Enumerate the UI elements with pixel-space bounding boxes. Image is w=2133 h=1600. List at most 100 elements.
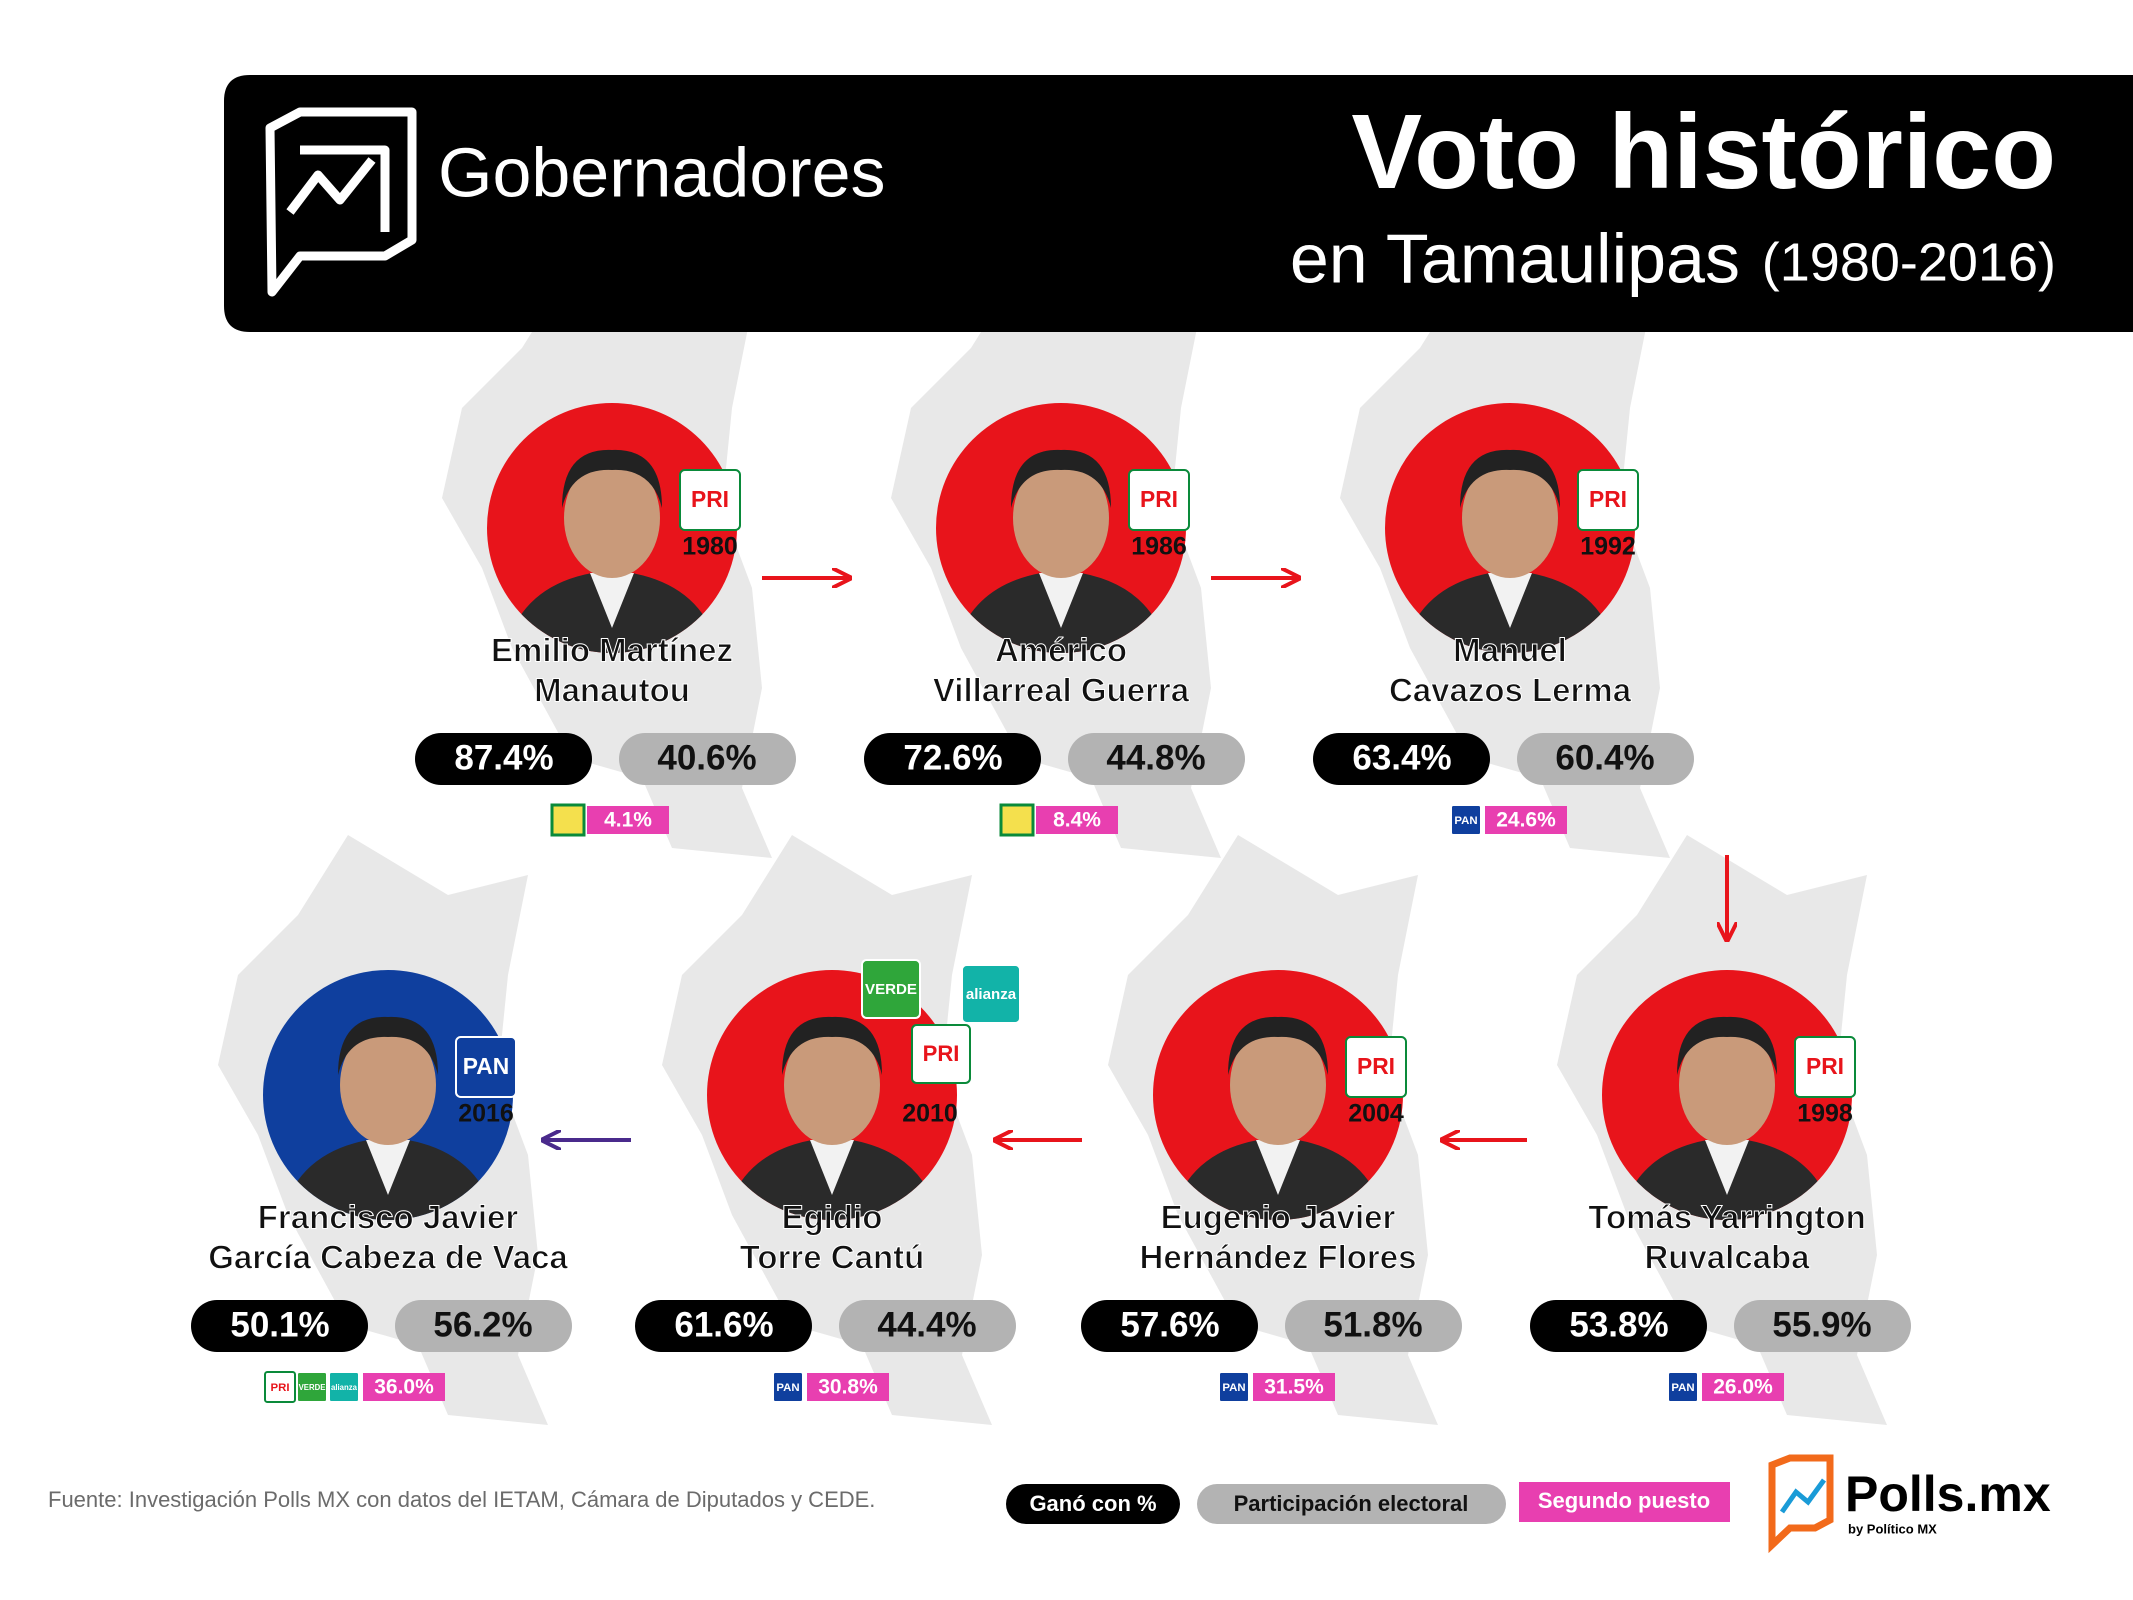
second-pill	[587, 806, 669, 834]
party-logo	[264, 1371, 296, 1403]
legend-label: Segundo puesto	[1538, 1488, 1710, 1513]
second-pill	[1702, 1373, 1784, 1401]
legend-swatch	[1006, 1484, 1180, 1524]
party-logo-label: PAN	[776, 1382, 799, 1394]
governor-name: Cavazos Lerma	[1389, 672, 1632, 709]
governor-name: Américo	[995, 632, 1127, 669]
turnout-value: 44.4%	[877, 1305, 976, 1344]
second-pill	[1036, 806, 1118, 834]
party-logo-label: PRI	[1589, 486, 1627, 512]
turnout-pill	[1285, 1300, 1462, 1352]
party-logo-label: PAN	[463, 1053, 509, 1079]
year: 1992	[1580, 533, 1636, 561]
turnout-value: 56.2%	[433, 1305, 532, 1344]
second-value: 26.0%	[1713, 1376, 1773, 1399]
header-section: Gobernadores	[438, 133, 886, 211]
party-logo-label: PAN	[1222, 1382, 1245, 1394]
portrait-hair	[1228, 1016, 1328, 1075]
header-logo	[265, 107, 417, 297]
portrait-shirt	[1256, 1140, 1300, 1195]
governor-name: Emilio Martínez	[491, 632, 733, 669]
turnout-pill	[395, 1300, 572, 1352]
party-logo-label: PRI	[691, 486, 729, 512]
won-value: 50.1%	[230, 1305, 329, 1344]
year: 2010	[902, 1100, 958, 1128]
portrait-shirt	[1039, 573, 1083, 628]
governor-name: Tomás Yarrington	[1588, 1199, 1866, 1236]
portrait-shirt	[366, 1140, 410, 1195]
second-logo	[999, 803, 1035, 837]
won-value: 63.4%	[1352, 738, 1451, 777]
second-value: 24.6%	[1496, 809, 1556, 832]
party-logo-label: PAN	[1671, 1382, 1694, 1394]
party-logo-label: alianza	[966, 986, 1017, 1003]
brand-name: Polls.mx	[1845, 1466, 2051, 1522]
year: 2004	[1348, 1100, 1404, 1128]
party-logo	[1345, 1036, 1407, 1098]
portrait-shirt	[810, 1140, 854, 1195]
party-logo	[911, 1024, 971, 1084]
legend-label: Ganó con %	[1029, 1491, 1156, 1516]
won-pill	[1530, 1300, 1707, 1352]
portrait-face	[1462, 458, 1558, 578]
portrait-face	[1679, 1025, 1775, 1145]
governor-name: Egidio	[782, 1199, 883, 1236]
party-logo	[772, 1371, 804, 1403]
portrait-hair	[1460, 449, 1560, 508]
portrait-hair	[562, 449, 662, 508]
party-logo	[1794, 1036, 1856, 1098]
governor-name: García Cabeza de Vaca	[208, 1239, 568, 1276]
turnout-pill	[1517, 733, 1694, 785]
party-logo	[1128, 469, 1190, 531]
party-logo	[679, 469, 741, 531]
won-pill	[415, 733, 592, 785]
won-value: 87.4%	[454, 738, 553, 777]
party-logo-label: PRI	[1357, 1053, 1395, 1079]
won-pill	[864, 733, 1041, 785]
turnout-pill	[619, 733, 796, 785]
portrait-face	[340, 1025, 436, 1145]
second-logo	[550, 803, 586, 837]
won-pill	[1313, 733, 1490, 785]
party-logo	[455, 1036, 517, 1098]
party-logo-label: VERDE	[299, 1383, 326, 1392]
turnout-value: 51.8%	[1323, 1305, 1422, 1344]
party-logo-label: PRI	[271, 1382, 290, 1394]
second-value: 36.0%	[374, 1376, 434, 1399]
second-pill	[807, 1373, 889, 1401]
portrait-face	[564, 458, 660, 578]
legend-label: Participación electoral	[1234, 1491, 1469, 1516]
party-logo-label: PRI	[1140, 486, 1178, 512]
portrait-face	[1013, 458, 1109, 578]
won-value: 61.6%	[674, 1305, 773, 1344]
won-pill	[635, 1300, 812, 1352]
header-period: (1980-2016)	[1762, 232, 2056, 292]
governor-name: Hernández Flores	[1140, 1239, 1417, 1276]
second-value: 4.1%	[604, 809, 652, 832]
won-pill	[191, 1300, 368, 1352]
brand-sub: by Político MX	[1848, 1521, 1937, 1536]
portrait-shirt	[590, 573, 634, 628]
year: 1986	[1131, 533, 1187, 561]
party-logo-label: VERDE	[865, 981, 917, 998]
header-title: Voto histórico	[1351, 93, 2056, 211]
party-logo	[1667, 1371, 1699, 1403]
governor-name: Torre Cantú	[740, 1239, 925, 1276]
legend-swatch	[1519, 1482, 1730, 1522]
governor-name: Eugenio Javier	[1161, 1199, 1396, 1236]
won-value: 57.6%	[1120, 1305, 1219, 1344]
governor-name: Francisco Javier	[258, 1199, 519, 1236]
governor-name: Villarreal Guerra	[933, 672, 1190, 709]
party-logo-label: PRI	[1806, 1053, 1844, 1079]
turnout-pill	[1734, 1300, 1911, 1352]
portrait-face	[784, 1025, 880, 1145]
portrait-shirt	[1705, 1140, 1749, 1195]
portrait-shirt	[1488, 573, 1532, 628]
